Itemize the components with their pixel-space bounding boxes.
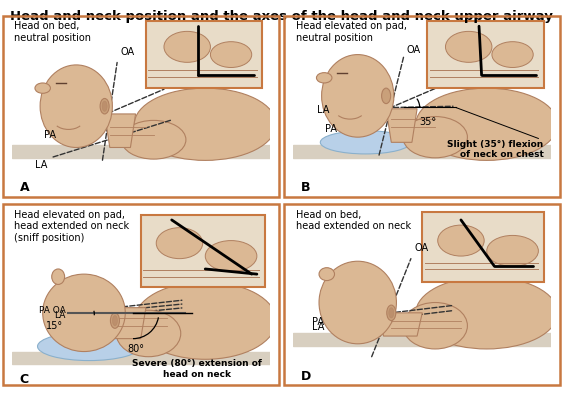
Text: Head elevated on pad,
neutral position: Head elevated on pad, neutral position	[296, 21, 407, 42]
Ellipse shape	[321, 54, 394, 137]
Ellipse shape	[211, 42, 252, 67]
Ellipse shape	[445, 31, 492, 62]
Ellipse shape	[157, 228, 203, 259]
Text: OA: OA	[120, 47, 134, 57]
Text: LA: LA	[312, 322, 324, 332]
Bar	[146, 21, 262, 88]
Text: 35°: 35°	[419, 117, 437, 127]
Bar	[427, 21, 543, 88]
Text: D: D	[301, 370, 311, 383]
Ellipse shape	[416, 88, 558, 160]
Ellipse shape	[487, 235, 538, 266]
Polygon shape	[110, 308, 146, 339]
Text: Severe (80°) extension of
head on neck: Severe (80°) extension of head on neck	[132, 359, 262, 379]
Polygon shape	[105, 114, 136, 148]
Ellipse shape	[319, 261, 396, 344]
Ellipse shape	[122, 120, 186, 159]
Text: A: A	[20, 181, 29, 195]
Text: Head on bed,
head extended on neck: Head on bed, head extended on neck	[296, 210, 411, 231]
Text: 15°: 15°	[46, 321, 63, 331]
Ellipse shape	[387, 305, 396, 321]
Ellipse shape	[382, 88, 391, 104]
Text: Head elevated on pad,
head extended on neck
(sniff position): Head elevated on pad, head extended on n…	[14, 210, 129, 243]
Polygon shape	[386, 109, 417, 143]
Text: OA: OA	[406, 44, 421, 54]
Text: C: C	[20, 372, 29, 385]
Ellipse shape	[102, 101, 107, 111]
Text: B: B	[301, 181, 310, 195]
Ellipse shape	[205, 241, 257, 272]
Ellipse shape	[100, 98, 109, 114]
Text: 80°: 80°	[128, 344, 145, 354]
Ellipse shape	[438, 225, 484, 256]
Ellipse shape	[113, 315, 118, 326]
Ellipse shape	[319, 268, 334, 281]
Polygon shape	[378, 313, 422, 336]
Text: PA OA: PA OA	[39, 306, 66, 315]
Text: Head and neck position and the axes of the head and neck upper airway: Head and neck position and the axes of t…	[10, 10, 553, 23]
Text: Slight (35°) flexion
of neck on chest: Slight (35°) flexion of neck on chest	[447, 140, 543, 159]
Text: LA: LA	[55, 311, 66, 320]
Ellipse shape	[43, 274, 125, 352]
Ellipse shape	[135, 88, 276, 160]
Ellipse shape	[403, 303, 467, 349]
Bar	[422, 212, 543, 282]
Ellipse shape	[35, 83, 51, 93]
Ellipse shape	[492, 42, 533, 67]
Text: LA: LA	[317, 105, 329, 115]
Text: PA: PA	[325, 124, 337, 135]
Bar	[12, 145, 270, 158]
Ellipse shape	[164, 31, 211, 62]
Text: OA: OA	[414, 243, 428, 254]
Bar	[12, 352, 270, 364]
Ellipse shape	[416, 277, 558, 349]
Text: PA: PA	[312, 317, 324, 327]
Ellipse shape	[52, 269, 65, 285]
Ellipse shape	[403, 117, 467, 158]
Ellipse shape	[316, 73, 332, 83]
Text: PA: PA	[43, 129, 56, 140]
Bar	[141, 215, 265, 287]
Bar	[293, 333, 551, 346]
Bar	[293, 145, 551, 158]
Ellipse shape	[388, 308, 394, 318]
Ellipse shape	[110, 313, 119, 328]
Text: LA: LA	[35, 160, 48, 170]
Text: Head on bed,
neutral position: Head on bed, neutral position	[14, 21, 91, 42]
Ellipse shape	[135, 282, 276, 359]
Ellipse shape	[40, 65, 113, 148]
Ellipse shape	[38, 332, 141, 360]
Ellipse shape	[320, 131, 410, 154]
Ellipse shape	[116, 310, 181, 357]
